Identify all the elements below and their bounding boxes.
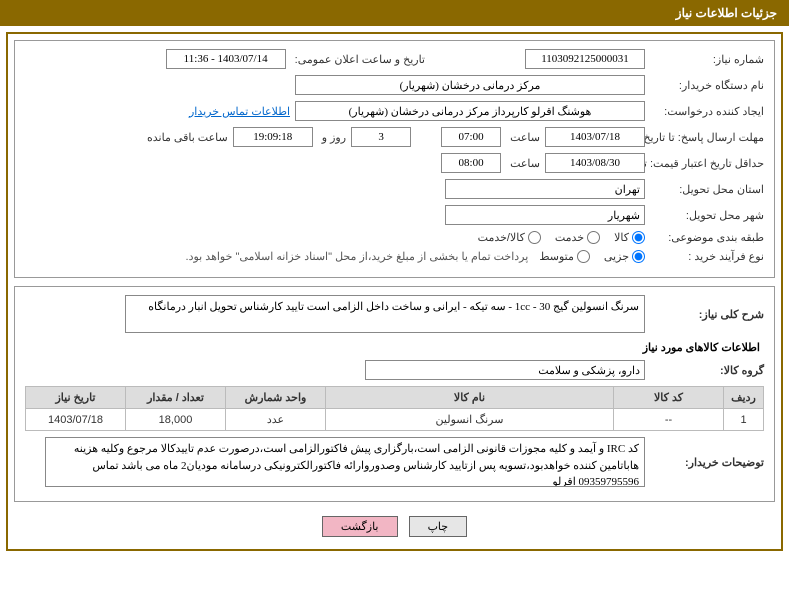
proc-small-radio[interactable] — [632, 250, 645, 263]
province-label: استان محل تحویل: — [654, 183, 764, 196]
group-label: گروه کالا: — [654, 364, 764, 377]
requester-input[interactable] — [295, 101, 645, 121]
cat-service-option[interactable]: خدمت — [555, 231, 600, 244]
table-header-row: ردیف کد کالا نام کالا واحد شمارش تعداد /… — [26, 387, 764, 409]
announce-label: تاریخ و ساعت اعلان عمومی: — [295, 53, 425, 66]
requester-label: ایجاد کننده درخواست: — [654, 105, 764, 118]
need-no-input[interactable] — [525, 49, 645, 69]
city-label: شهر محل تحویل: — [654, 209, 764, 222]
process-label: نوع فرآیند خرید : — [654, 250, 764, 263]
time-label-2: ساعت — [510, 157, 540, 170]
td-unit: عدد — [226, 409, 326, 431]
buyer-notes-label: توضیحات خریدار: — [654, 456, 764, 469]
details-panel: شماره نیاز: تاریخ و ساعت اعلان عمومی: نا… — [14, 40, 775, 278]
need-no-label: شماره نیاز: — [654, 53, 764, 66]
button-bar: چاپ بازگشت — [14, 510, 775, 543]
table-row: 1 -- سرنگ انسولین عدد 18,000 1403/07/18 — [26, 409, 764, 431]
contact-link[interactable]: اطلاعات تماس خریدار — [189, 105, 290, 118]
category-radios: کالا خدمت کالا/خدمت — [478, 231, 645, 244]
th-row: ردیف — [724, 387, 764, 409]
back-button[interactable]: بازگشت — [322, 516, 398, 537]
overview-textarea[interactable] — [125, 295, 645, 333]
buyer-notes-textarea[interactable] — [45, 437, 645, 487]
panel-header: جزئیات اطلاعات نیاز — [0, 0, 789, 26]
buyer-org-label: نام دستگاه خریدار: — [654, 79, 764, 92]
city-input[interactable] — [445, 205, 645, 225]
proc-medium-option[interactable]: متوسط — [539, 250, 590, 263]
cat-goods-option[interactable]: کالا — [614, 231, 645, 244]
goods-table: ردیف کد کالا نام کالا واحد شمارش تعداد /… — [25, 386, 764, 431]
days-left-input[interactable] — [351, 127, 411, 147]
deadline-date-input[interactable] — [545, 127, 645, 147]
th-qty: تعداد / مقدار — [126, 387, 226, 409]
validity-date-input[interactable] — [545, 153, 645, 173]
td-name: سرنگ انسولین — [326, 409, 614, 431]
th-code: کد کالا — [614, 387, 724, 409]
th-unit: واحد شمارش — [226, 387, 326, 409]
time-label-1: ساعت — [510, 131, 540, 144]
proc-medium-radio[interactable] — [577, 250, 590, 263]
process-note: پرداخت تمام یا بخشی از مبلغ خرید،از محل … — [186, 250, 529, 263]
time-left-label: ساعت باقی مانده — [147, 131, 228, 144]
cat-goods-radio[interactable] — [632, 231, 645, 244]
td-date: 1403/07/18 — [26, 409, 126, 431]
th-name: نام کالا — [326, 387, 614, 409]
th-date: تاریخ نیاز — [26, 387, 126, 409]
td-qty: 18,000 — [126, 409, 226, 431]
buyer-org-input[interactable] — [295, 75, 645, 95]
overview-panel: شرح کلی نیاز: اطلاعات کالاهای مورد نیاز … — [14, 286, 775, 502]
province-input[interactable] — [445, 179, 645, 199]
days-and-label: روز و — [322, 131, 346, 144]
deadline-label: مهلت ارسال پاسخ: تا تاریخ: — [654, 131, 764, 144]
time-left-input[interactable] — [233, 127, 313, 147]
process-radios: جزیی متوسط — [539, 250, 645, 263]
outer-panel: شماره نیاز: تاریخ و ساعت اعلان عمومی: نا… — [6, 32, 783, 551]
cat-both-radio[interactable] — [528, 231, 541, 244]
validity-label: حداقل تاریخ اعتبار قیمت: تا تاریخ: — [654, 157, 764, 170]
td-code: -- — [614, 409, 724, 431]
td-row: 1 — [724, 409, 764, 431]
group-input[interactable] — [365, 360, 645, 380]
cat-both-option[interactable]: کالا/خدمت — [478, 231, 541, 244]
cat-service-radio[interactable] — [587, 231, 600, 244]
deadline-time-input[interactable] — [441, 127, 501, 147]
validity-time-input[interactable] — [441, 153, 501, 173]
announce-input[interactable] — [166, 49, 286, 69]
print-button[interactable]: چاپ — [409, 516, 468, 537]
category-label: طبقه بندی موضوعی: — [654, 231, 764, 244]
goods-section-title: اطلاعات کالاهای مورد نیاز — [25, 341, 760, 354]
overview-label: شرح کلی نیاز: — [654, 308, 764, 321]
panel-title: جزئیات اطلاعات نیاز — [676, 6, 777, 20]
proc-small-option[interactable]: جزیی — [604, 250, 645, 263]
